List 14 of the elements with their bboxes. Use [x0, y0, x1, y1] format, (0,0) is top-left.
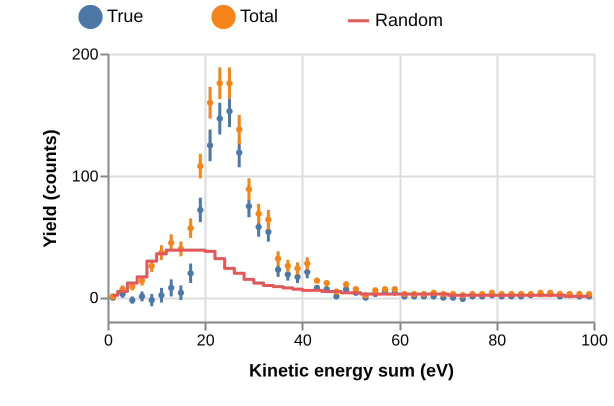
x-tick-label: 0: [104, 332, 114, 350]
y-tick-label: 0: [90, 290, 99, 308]
x-tick-label: 60: [391, 332, 410, 350]
legend-label: Total: [240, 6, 278, 26]
y-tick-label: 200: [72, 46, 99, 64]
x-axis-title: Kinetic energy sum (eV): [248, 360, 454, 380]
x-tick-label: 100: [581, 332, 608, 350]
x-tick-label: 80: [488, 332, 506, 350]
y-tick-label: 100: [72, 168, 99, 186]
y-axis-title: Yield (counts): [40, 129, 60, 248]
x-tick-label: 40: [294, 332, 312, 350]
legend-label: Random: [375, 10, 444, 30]
x-tick-label: 20: [196, 332, 215, 350]
legend-label: True: [107, 6, 144, 26]
